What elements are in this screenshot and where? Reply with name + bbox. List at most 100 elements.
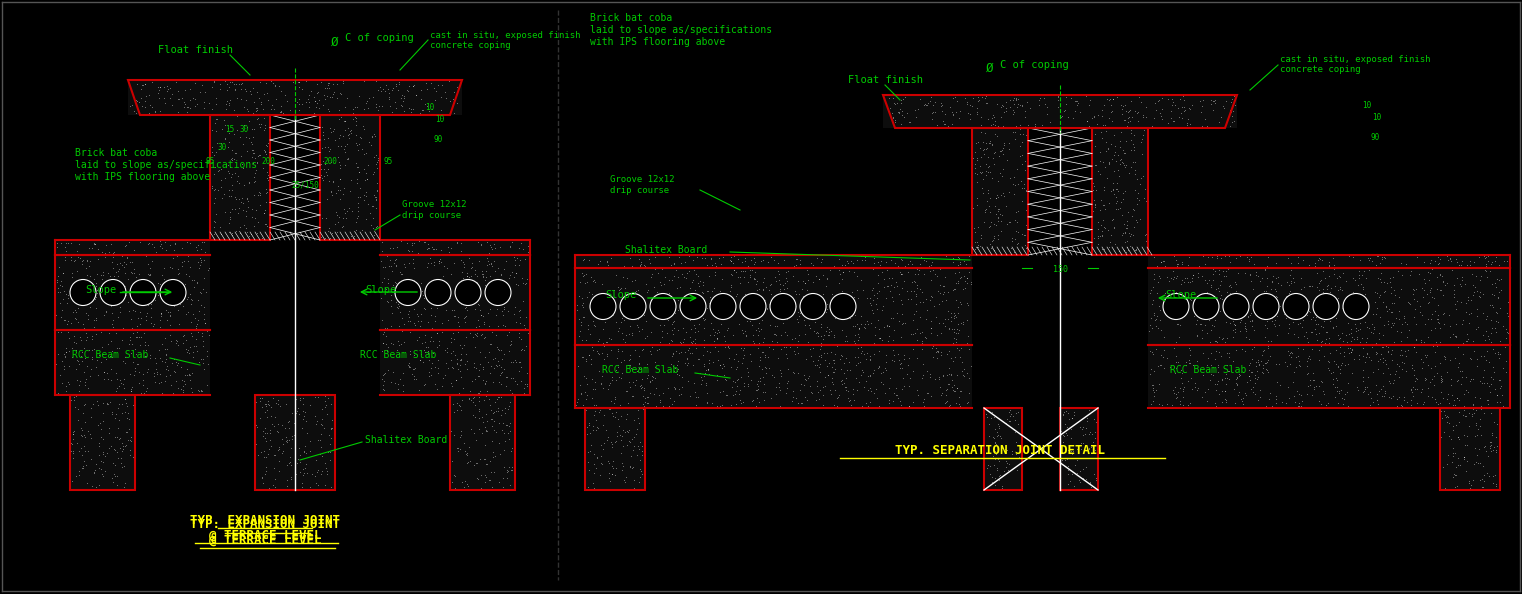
Point [970, 112, 994, 122]
Point [622, 416, 647, 425]
Point [336, 129, 361, 138]
Point [146, 378, 170, 387]
Point [1475, 396, 1499, 405]
Point [478, 415, 502, 424]
Point [470, 329, 495, 339]
Point [432, 370, 457, 380]
Point [163, 239, 187, 249]
Point [817, 266, 842, 275]
Point [166, 269, 190, 279]
Point [1282, 310, 1306, 320]
Point [1117, 112, 1142, 122]
Point [801, 311, 825, 321]
Point [161, 388, 186, 398]
Point [954, 398, 979, 407]
Point [1084, 453, 1108, 463]
Point [881, 98, 906, 108]
Point [612, 337, 636, 346]
Text: 200: 200 [323, 157, 336, 166]
Point [738, 307, 763, 317]
Point [1289, 401, 1313, 410]
Point [257, 400, 282, 409]
Point [1247, 402, 1271, 412]
Point [248, 122, 272, 132]
Point [486, 356, 510, 365]
Point [1443, 400, 1467, 410]
Point [49, 281, 73, 290]
Point [968, 144, 992, 153]
Point [123, 333, 148, 342]
Point [53, 382, 78, 391]
Point [420, 349, 444, 358]
Point [930, 98, 954, 108]
Point [898, 256, 922, 266]
Point [609, 374, 633, 383]
Point [62, 331, 87, 340]
Point [190, 354, 215, 364]
Point [1385, 326, 1409, 335]
Point [327, 105, 352, 115]
Point [1234, 377, 1259, 387]
Point [1320, 295, 1344, 304]
Point [1329, 284, 1353, 293]
Point [1377, 273, 1402, 283]
Point [187, 264, 212, 273]
Point [123, 349, 148, 358]
Point [1326, 293, 1350, 303]
Point [1035, 122, 1059, 132]
Point [1254, 273, 1278, 283]
Point [948, 386, 973, 395]
Point [1419, 255, 1443, 264]
Point [907, 298, 931, 307]
Point [773, 349, 798, 359]
Point [702, 309, 726, 318]
Point [729, 343, 753, 353]
Point [303, 479, 327, 488]
Point [1216, 297, 1240, 307]
Point [571, 255, 595, 264]
Point [120, 382, 145, 391]
Point [146, 89, 170, 98]
Point [341, 233, 365, 243]
Point [813, 381, 837, 391]
Point [601, 285, 626, 294]
Point [422, 83, 446, 93]
Point [1149, 104, 1173, 113]
Point [234, 132, 259, 142]
Point [210, 124, 234, 134]
Point [936, 314, 960, 324]
Point [801, 315, 825, 324]
Point [647, 395, 671, 405]
Point [941, 356, 965, 366]
Point [696, 364, 720, 374]
Point [365, 221, 390, 230]
Point [904, 299, 928, 309]
Point [694, 378, 718, 388]
Point [1205, 337, 1230, 347]
Point [1286, 258, 1310, 267]
Point [385, 299, 409, 309]
Point [259, 425, 283, 434]
Point [1414, 290, 1438, 299]
Point [81, 399, 105, 409]
Point [664, 360, 688, 369]
Point [253, 121, 277, 130]
Point [1475, 311, 1499, 320]
Point [624, 375, 648, 384]
Point [53, 387, 78, 396]
Point [933, 119, 957, 129]
Point [1227, 339, 1251, 349]
Point [1339, 345, 1364, 355]
Point [388, 374, 412, 384]
Point [103, 368, 128, 378]
Point [190, 331, 215, 341]
Point [892, 277, 916, 286]
Point [479, 261, 504, 271]
Point [957, 115, 982, 124]
Point [1204, 355, 1228, 364]
Point [1385, 359, 1409, 368]
Point [1114, 224, 1138, 233]
Point [475, 261, 499, 270]
Point [61, 268, 85, 278]
Point [712, 336, 737, 346]
